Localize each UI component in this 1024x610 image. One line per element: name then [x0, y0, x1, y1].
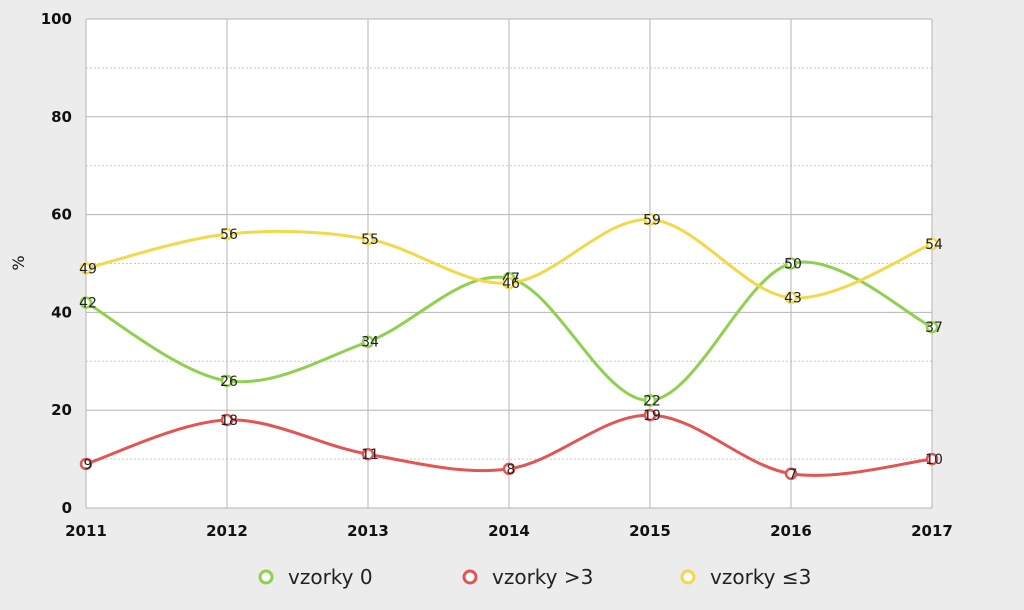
x-tick-label: 2015 [629, 522, 671, 540]
x-tick-label: 2011 [65, 522, 107, 540]
y-tick-label: 20 [51, 401, 72, 419]
x-tick-label: 2014 [488, 522, 530, 540]
y-tick-label: 40 [51, 303, 72, 321]
data-label: 50 [784, 257, 802, 273]
data-label: 37 [925, 320, 943, 336]
y-tick-label: 80 [51, 108, 72, 126]
data-label: 22 [643, 393, 661, 409]
y-tick-label: 60 [51, 206, 72, 224]
data-labels: 422634472250379181181971049565546594354 [79, 212, 943, 482]
data-point [925, 452, 939, 466]
data-point [79, 262, 93, 275]
data-label: 46 [502, 276, 520, 292]
x-axis-ticks: 2011 2012 2013 2014 2015 2016 2017 [65, 522, 953, 540]
data-label: 26 [220, 374, 238, 390]
data-point [925, 320, 939, 334]
data-point [79, 457, 93, 471]
legend-marker [462, 569, 478, 585]
data-point [220, 413, 234, 427]
legend-marker [258, 569, 274, 585]
legend-label: vzorky >3 [492, 565, 593, 589]
y-tick-label: 100 [41, 10, 72, 28]
gridlines [85, 18, 933, 509]
data-point [220, 374, 234, 388]
data-point [784, 291, 798, 304]
x-tick-label: 2012 [206, 522, 248, 540]
data-label: 7 [789, 467, 798, 483]
data-label: 59 [643, 212, 661, 228]
y-axis-label: % [9, 255, 28, 270]
x-tick-label: 2016 [770, 522, 812, 540]
data-label: 9 [84, 457, 93, 473]
x-tick-label: 2013 [347, 522, 389, 540]
data-point [79, 296, 93, 309]
x-tick-label: 2017 [911, 522, 953, 540]
data-point [220, 227, 234, 241]
data-label: 55 [361, 232, 379, 248]
legend-label: vzorky ≤3 [710, 565, 811, 589]
legend-marker [680, 569, 696, 585]
data-label: 43 [784, 291, 802, 307]
data-point [361, 447, 375, 461]
data-point [925, 237, 939, 251]
data-point [643, 213, 657, 226]
y-tick-label: 0 [62, 499, 72, 517]
data-point [784, 467, 798, 481]
data-label: 56 [220, 227, 238, 243]
data-label: 11 [361, 447, 379, 463]
legend-label: vzorky 0 [288, 565, 373, 589]
data-point [643, 408, 657, 422]
y-axis-ticks: 0 20 40 60 80 100 [41, 10, 72, 517]
data-point [502, 276, 516, 290]
data-label: 18 [220, 413, 238, 429]
data-point [502, 462, 516, 476]
data-label: 8 [507, 462, 516, 478]
data-point [784, 257, 798, 270]
data-label: 19 [643, 408, 661, 424]
data-label: 10 [925, 452, 943, 468]
data-label: 42 [79, 296, 97, 312]
data-point [361, 335, 375, 348]
data-point [361, 232, 375, 246]
legend: vzorky 0 vzorky >3 vzorky ≤3 [258, 565, 811, 589]
data-label: 49 [79, 261, 97, 277]
data-label: 54 [925, 237, 943, 253]
data-label: 34 [361, 335, 379, 351]
data-point [643, 394, 657, 407]
